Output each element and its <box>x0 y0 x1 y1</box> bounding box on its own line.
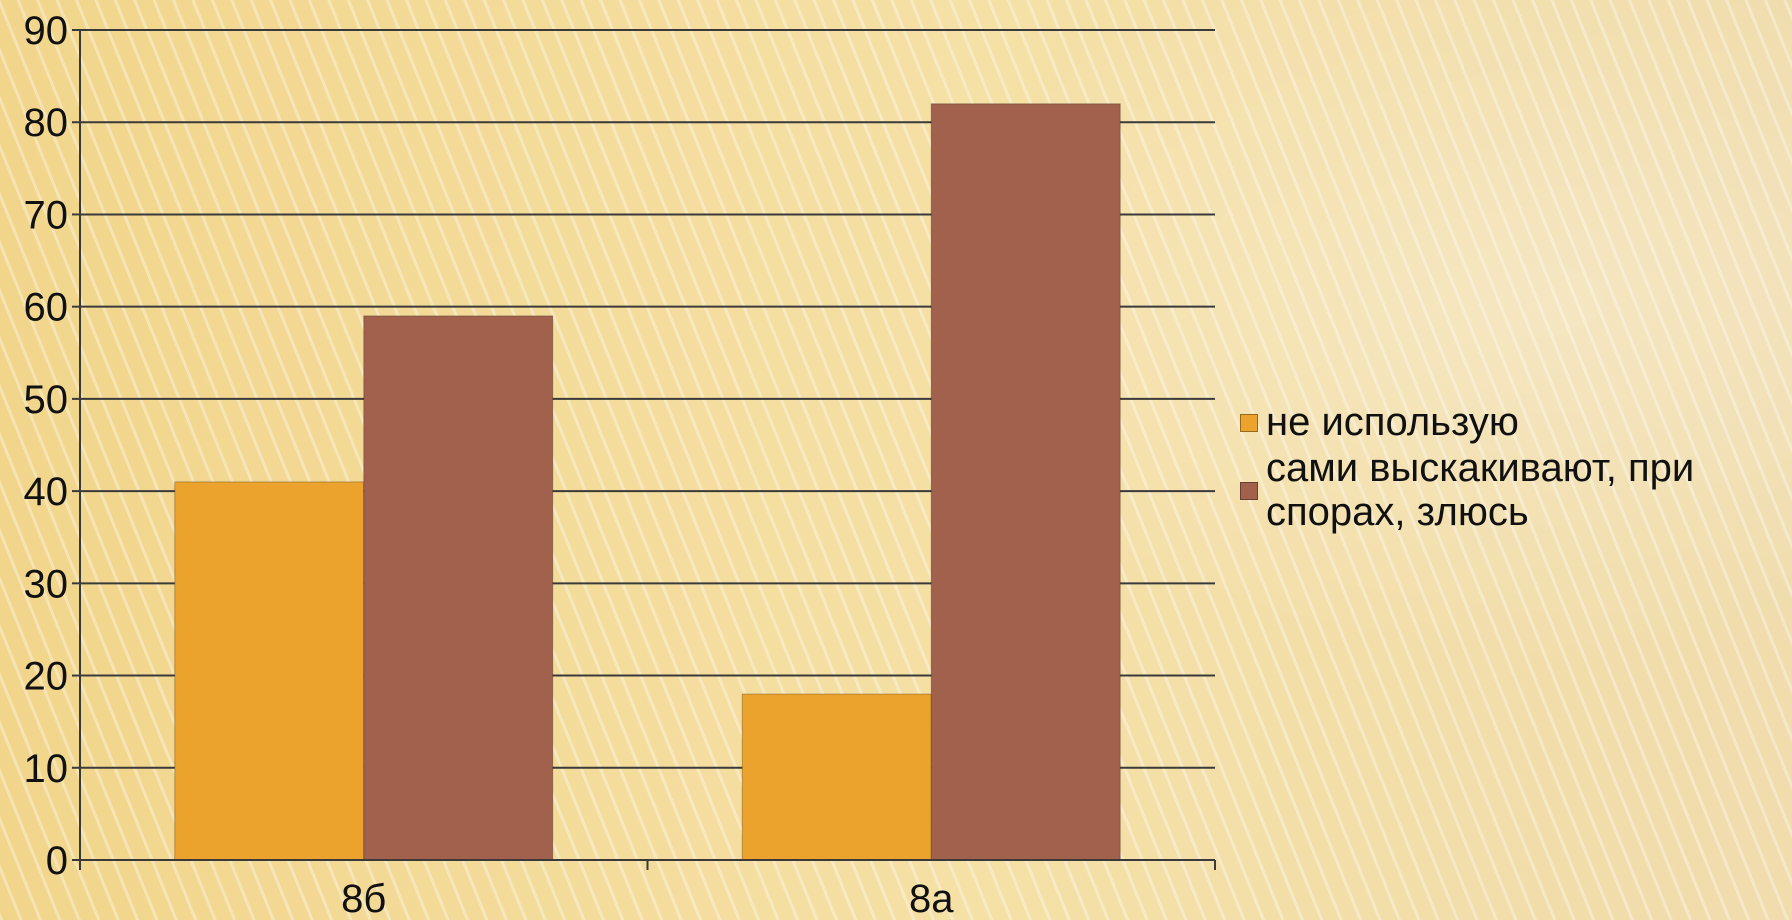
legend-label-series-2: сами выскакивают, при спорах, злюсь <box>1266 446 1695 534</box>
bar-series-1-1 <box>174 481 365 861</box>
bars <box>174 103 1121 861</box>
y-tick-label: 80 <box>24 101 69 145</box>
bar-series-2-2 <box>930 103 1121 861</box>
legend-label-series-1: не использую <box>1266 400 1519 444</box>
y-tick-label: 60 <box>24 286 69 330</box>
legend-item-series-2: сами выскакивают, при спорах, злюсь <box>1240 446 1780 534</box>
legend: не использую сами выскакивают, при спора… <box>1240 400 1780 536</box>
x-tick-label: 8а <box>909 877 954 920</box>
y-tick-label: 50 <box>24 378 69 422</box>
y-tick-labels: 0 10 20 30 40 50 60 70 80 90 <box>24 9 69 883</box>
legend-item-series-1: не использую <box>1240 400 1780 444</box>
y-tick-label: 70 <box>24 193 69 237</box>
legend-swatch-series-1 <box>1240 414 1258 432</box>
x-tick-labels: 8б 8а <box>341 877 954 920</box>
y-tick-label: 20 <box>24 655 69 699</box>
bar-series-1-2 <box>741 693 932 861</box>
y-tick-label: 10 <box>24 747 69 791</box>
legend-swatch-series-2 <box>1240 482 1258 500</box>
y-tick-label: 90 <box>24 9 69 53</box>
y-tick-label: 30 <box>24 562 69 606</box>
axes <box>72 29 1216 870</box>
y-tick-label: 0 <box>46 839 68 883</box>
y-tick-label: 40 <box>24 470 69 514</box>
x-tick-label: 8б <box>341 877 386 920</box>
bar-series-2-1 <box>363 315 554 861</box>
